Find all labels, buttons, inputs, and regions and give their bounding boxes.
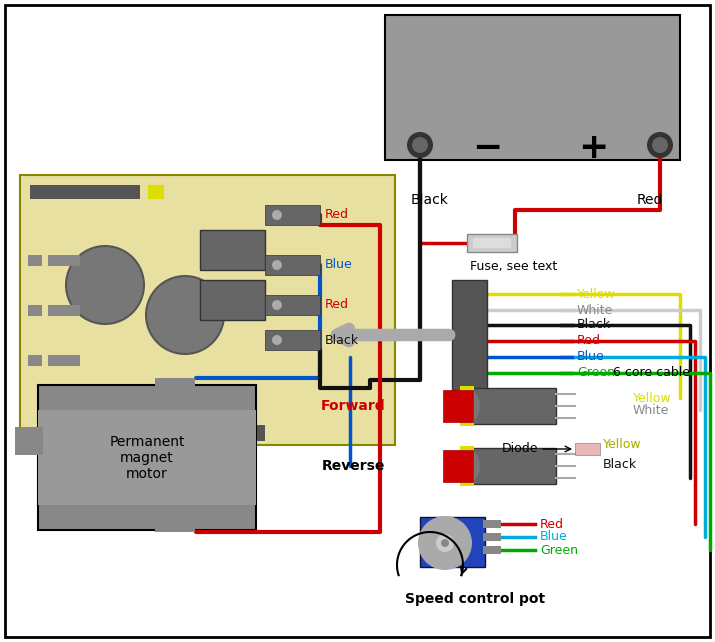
Bar [443,450,473,482]
Circle shape [67,247,143,323]
Bar [420,517,485,567]
Bar [20,175,395,445]
Text: −: − [472,131,502,165]
Bar [483,520,501,528]
Circle shape [652,137,668,153]
Ellipse shape [452,448,480,484]
Bar [48,355,80,366]
Text: Green: Green [577,367,615,379]
Bar [265,330,320,350]
Text: 6 core cable: 6 core cable [613,365,690,379]
Circle shape [436,534,454,552]
Bar [466,388,556,424]
Bar [460,446,474,486]
Bar [265,255,320,275]
Text: Reverse: Reverse [322,459,385,473]
Text: Black: Black [325,333,359,347]
Circle shape [145,275,225,355]
Bar [466,448,556,484]
Circle shape [412,137,428,153]
Circle shape [418,516,472,570]
Circle shape [647,132,673,158]
Circle shape [272,300,282,310]
Bar [155,378,195,390]
Text: White: White [633,404,669,417]
Bar [28,305,42,316]
Bar [473,238,511,248]
Text: +: + [578,131,608,165]
Bar [265,205,320,225]
Bar [200,280,265,320]
Text: White: White [577,304,613,317]
Text: Diode: Diode [501,442,538,456]
Text: Blue: Blue [540,530,568,544]
Circle shape [65,245,145,325]
Text: Blue: Blue [325,259,352,272]
Bar [215,425,265,441]
Text: Yellow: Yellow [633,392,671,404]
Text: Black: Black [411,193,449,207]
Bar [155,520,195,532]
Text: Black: Black [603,458,637,471]
Bar [460,386,474,426]
Text: Fuse, see text: Fuse, see text [470,260,557,273]
Circle shape [272,335,282,345]
Bar [200,230,265,270]
Bar [38,410,256,505]
Bar [15,427,43,455]
Bar [28,255,42,266]
Text: Red: Red [540,517,564,530]
Text: Black: Black [577,318,611,331]
Bar [38,385,256,530]
Text: Red: Red [637,193,664,207]
Text: Yellow: Yellow [603,438,641,451]
Bar [443,390,473,422]
Text: Blue: Blue [577,351,605,363]
Bar [148,185,164,199]
Bar [48,305,80,316]
Bar [467,234,517,252]
Text: Red: Red [325,209,349,221]
Bar [452,280,487,390]
Bar [30,185,140,199]
Bar [483,533,501,541]
Circle shape [407,132,433,158]
Text: Red: Red [325,299,349,311]
Bar [28,355,42,366]
Bar [483,546,501,554]
Ellipse shape [452,388,480,424]
Text: Forward: Forward [320,399,385,413]
Circle shape [441,539,449,547]
Circle shape [147,277,223,353]
Bar [265,295,320,315]
Bar [575,443,600,455]
Text: Green: Green [540,544,578,557]
Text: Red: Red [577,334,601,347]
Bar [385,15,680,160]
Text: Permanent
magnet
motor: Permanent magnet motor [109,435,184,482]
Circle shape [272,260,282,270]
Text: Yellow: Yellow [577,288,616,300]
Bar [48,255,80,266]
Circle shape [272,210,282,220]
Text: Speed control pot: Speed control pot [405,592,545,606]
